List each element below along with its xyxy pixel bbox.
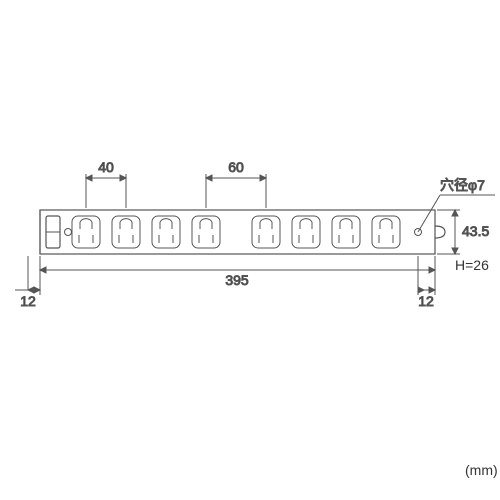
dim-12-right: 12	[418, 256, 435, 309]
outlet	[292, 216, 320, 248]
dim-depth-label: H=26	[455, 257, 489, 273]
outlet	[112, 216, 140, 248]
outlet	[372, 216, 400, 248]
outlets	[72, 216, 400, 248]
outlet	[152, 216, 180, 248]
dim-60: 60	[206, 159, 266, 208]
dim-395-label: 395	[225, 272, 249, 288]
unit-label: (mm)	[465, 462, 498, 478]
dim-395: 395	[40, 256, 435, 295]
dim-12-right-label: 12	[418, 293, 434, 309]
outlet	[192, 216, 220, 248]
dim-60-label: 60	[228, 159, 244, 175]
dim-hole-label: 穴径φ7	[440, 177, 485, 193]
dim-12-left-label: 12	[20, 293, 36, 309]
dim-40: 40	[86, 159, 126, 208]
power-strip-body	[40, 210, 445, 254]
technical-drawing: 40 60 395 12 12	[0, 0, 500, 500]
dim-43-5-label: 43.5	[462, 223, 489, 239]
outlet	[332, 216, 360, 248]
dim-12-left: 12	[15, 256, 40, 309]
dim-40-label: 40	[98, 159, 114, 175]
outlet	[252, 216, 280, 248]
outlet	[72, 216, 100, 248]
